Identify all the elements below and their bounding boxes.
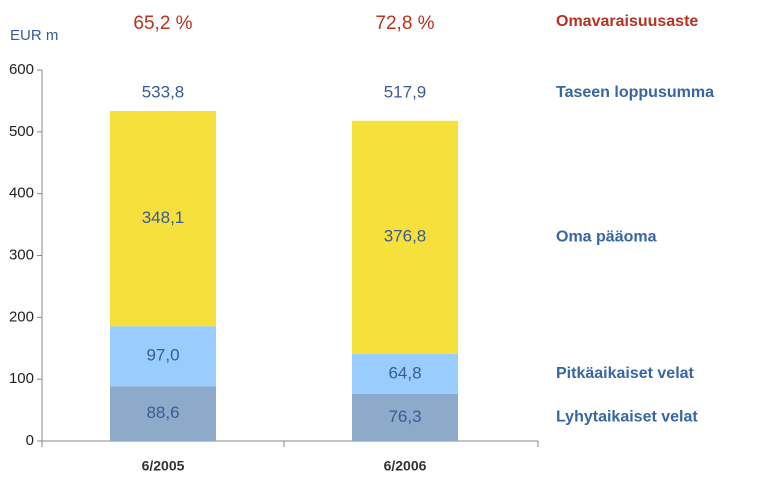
ratio-name: Omavaraisuusaste — [556, 13, 698, 30]
y-axis-label: EUR m — [10, 27, 58, 44]
value-label: 348,1 — [142, 208, 185, 227]
bar-segment — [352, 353, 458, 394]
bar-segment — [110, 110, 216, 327]
legend-label: Lyhytaikaiset velat — [556, 409, 698, 426]
ratio-label: 65,2 % — [133, 13, 192, 34]
y-tick-label: 500 — [9, 123, 34, 140]
y-tick-label: 600 — [9, 61, 34, 78]
y-tick-label: 300 — [9, 246, 34, 263]
value-label: 64,8 — [388, 363, 421, 382]
x-tick-label: 6/2005 — [142, 458, 185, 474]
ratio-label: 72,8 % — [375, 13, 434, 34]
totals-name: Taseen loppusumma — [556, 84, 714, 101]
legend-label: Pitkäaikaiset velat — [556, 365, 695, 382]
bar-segment — [110, 386, 216, 441]
value-label: 88,6 — [146, 403, 179, 422]
y-tick-label: 0 — [26, 432, 34, 449]
value-label: 97,0 — [146, 346, 179, 365]
bar-segment — [110, 326, 216, 387]
legend-label: Oma pääoma — [556, 228, 657, 245]
bar-segment — [352, 393, 458, 441]
bar-segment — [352, 120, 458, 354]
total-label: 533,8 — [142, 82, 185, 101]
y-tick-label: 100 — [9, 370, 34, 387]
y-tick-label: 200 — [9, 308, 34, 325]
value-label: 376,8 — [384, 227, 427, 246]
value-label: 76,3 — [388, 407, 421, 426]
y-tick-label: 400 — [9, 185, 34, 202]
x-tick-label: 6/2006 — [384, 458, 427, 474]
total-label: 517,9 — [384, 82, 427, 101]
